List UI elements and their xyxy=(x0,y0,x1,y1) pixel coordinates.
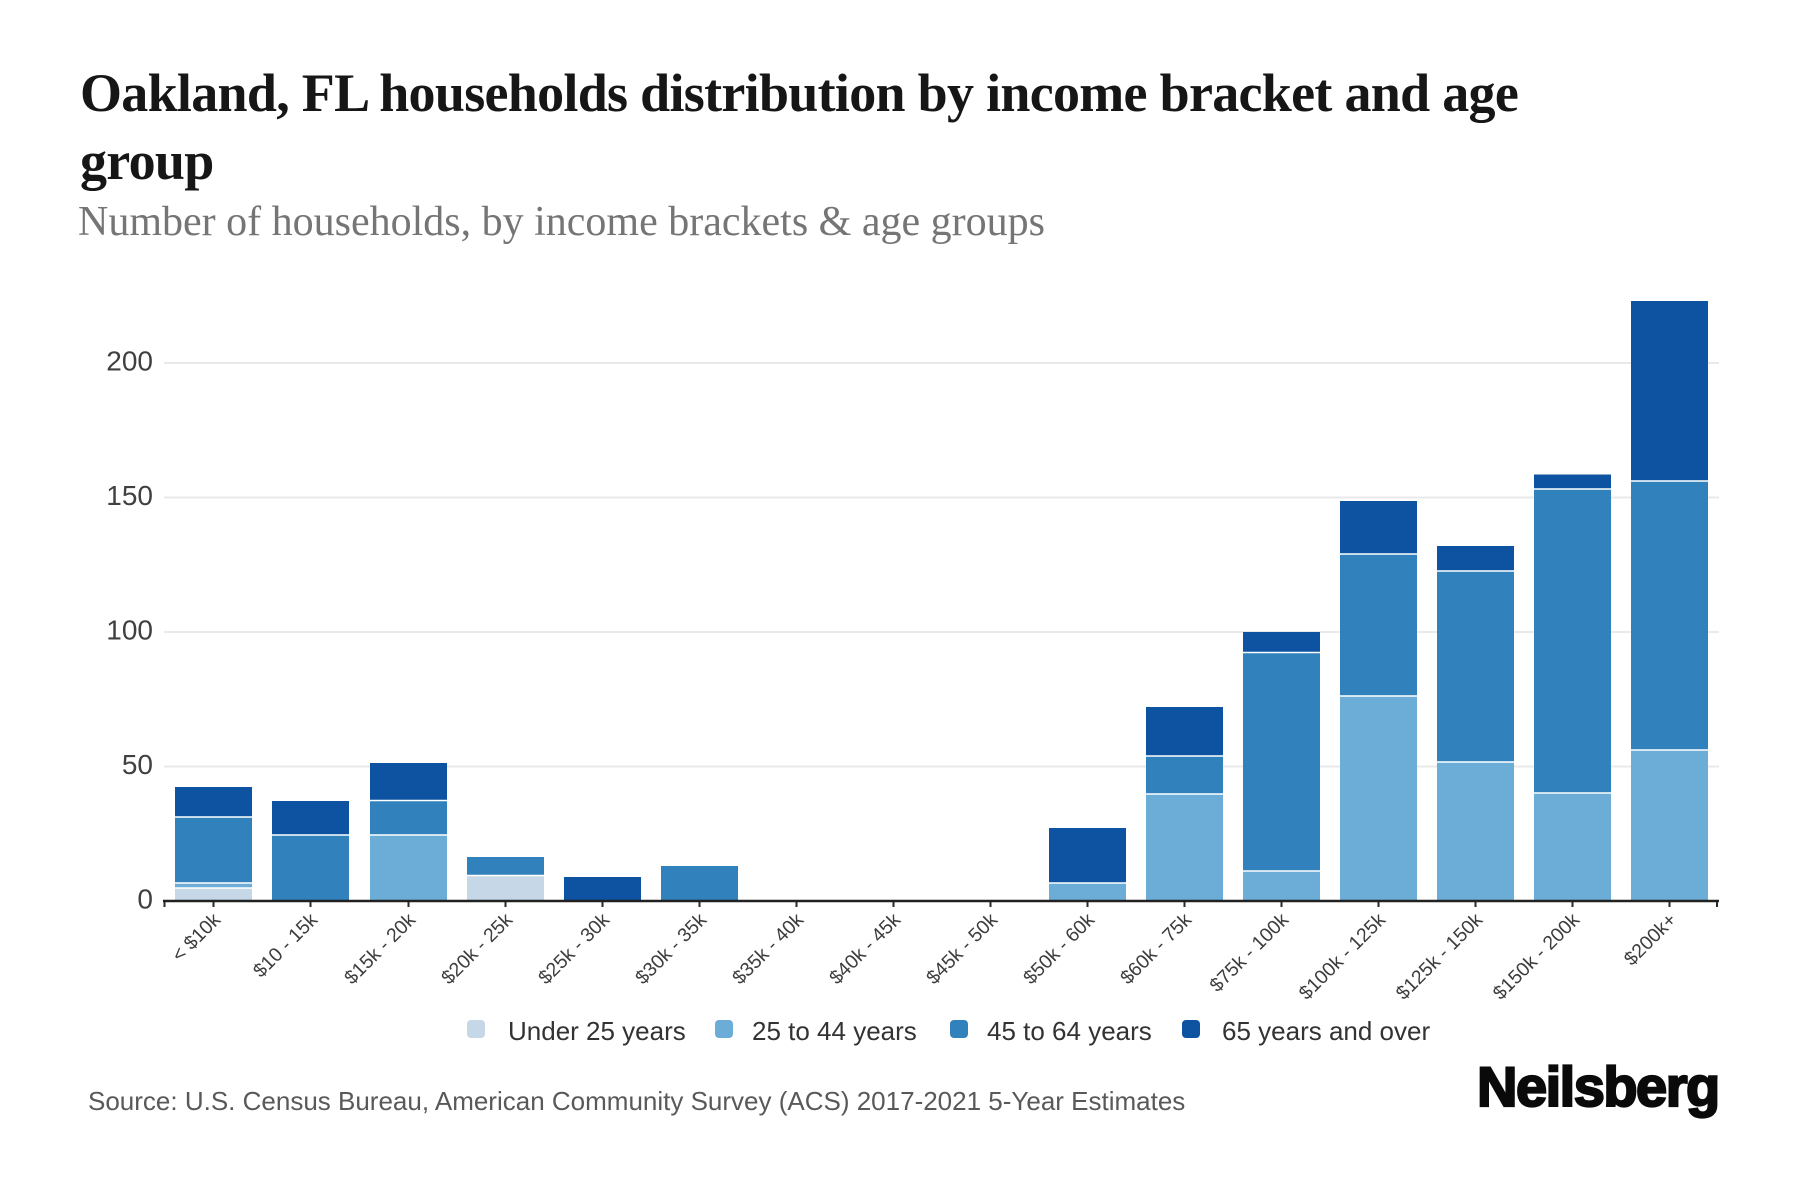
svg-text:$50k - 60k: $50k - 60k xyxy=(1019,909,1099,989)
svg-text:0: 0 xyxy=(137,884,153,915)
svg-text:$35k - 40k: $35k - 40k xyxy=(728,909,808,989)
svg-text:$60k - 75k: $60k - 75k xyxy=(1116,909,1196,989)
svg-text:Under 25 years: Under 25 years xyxy=(508,1016,686,1046)
svg-text:$200k+: $200k+ xyxy=(1620,909,1681,970)
svg-text:150: 150 xyxy=(106,480,153,511)
svg-text:$100k - 125k: $100k - 125k xyxy=(1295,909,1390,1004)
svg-text:$40k - 45k: $40k - 45k xyxy=(825,909,905,989)
svg-text:$10 - 15k: $10 - 15k xyxy=(249,909,322,982)
svg-text:$25k - 30k: $25k - 30k xyxy=(534,909,614,989)
svg-text:$45k - 50k: $45k - 50k xyxy=(922,909,1002,989)
svg-text:$20k - 25k: $20k - 25k xyxy=(437,909,517,989)
svg-text:$125k - 150k: $125k - 150k xyxy=(1392,909,1487,1004)
svg-text:< $10k: < $10k xyxy=(168,909,226,967)
svg-text:$30k - 35k: $30k - 35k xyxy=(631,909,711,989)
svg-text:100: 100 xyxy=(106,615,153,646)
svg-text:$15k - 20k: $15k - 20k xyxy=(340,909,420,989)
svg-text:$150k - 200k: $150k - 200k xyxy=(1489,909,1584,1004)
svg-text:$75k - 100k: $75k - 100k xyxy=(1205,909,1293,997)
svg-text:25 to 44 years: 25 to 44 years xyxy=(752,1016,917,1046)
svg-text:50: 50 xyxy=(122,749,153,780)
svg-text:Neilsberg: Neilsberg xyxy=(1477,1055,1719,1118)
svg-text:200: 200 xyxy=(106,346,153,377)
svg-text:45 to 64 years: 45 to 64 years xyxy=(987,1016,1152,1046)
svg-text:65 years and over: 65 years and over xyxy=(1222,1016,1430,1046)
svg-text:Source: U.S. Census Bureau, Am: Source: U.S. Census Bureau, American Com… xyxy=(88,1086,1185,1116)
